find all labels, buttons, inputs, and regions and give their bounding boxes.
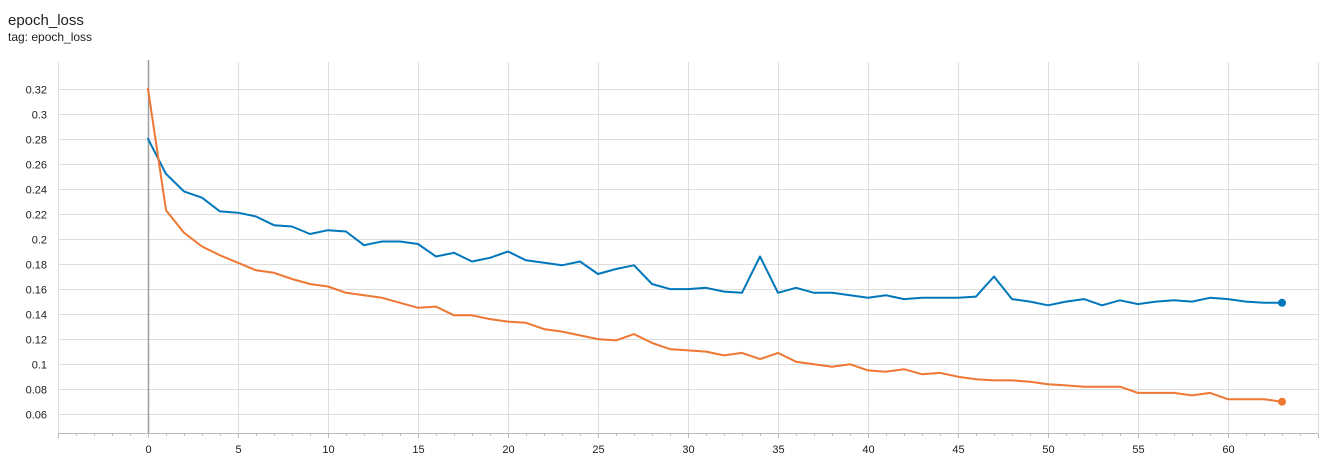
x-tick-label: 60 bbox=[1222, 444, 1234, 456]
y-tick-label: 0.06 bbox=[26, 410, 47, 422]
x-tick-label: 30 bbox=[682, 444, 694, 456]
y-tick-label: 0.14 bbox=[26, 310, 47, 322]
chart-header: epoch_loss tag: epoch_loss bbox=[8, 12, 92, 44]
x-tick-label: 35 bbox=[772, 444, 784, 456]
grid-lines bbox=[58, 62, 1319, 433]
series-line-1 bbox=[147, 87, 1283, 403]
series-end-point-0 bbox=[1278, 298, 1286, 307]
series-lines bbox=[147, 87, 1286, 406]
y-tick-label: 0.16 bbox=[26, 285, 47, 297]
x-tick-label: 0 bbox=[145, 444, 151, 456]
axes bbox=[58, 60, 1319, 438]
y-tick-label: 0.3 bbox=[32, 110, 47, 122]
x-tick-label: 55 bbox=[1132, 444, 1144, 456]
x-tick-label: 40 bbox=[862, 444, 874, 456]
tick-labels: 0.06 0.08 0.1 0.12 0.14 0.16 0.18 0.2 0.22 0.24 0.… bbox=[26, 85, 1235, 457]
x-tick-label: 20 bbox=[502, 444, 514, 456]
y-tick-label: 0.1 bbox=[32, 360, 47, 372]
x-tick-label: 5 bbox=[235, 444, 241, 456]
y-tick-label: 0.28 bbox=[26, 135, 47, 147]
x-tick-label: 50 bbox=[1042, 444, 1054, 456]
chart-tag: tag: epoch_loss bbox=[8, 30, 93, 44]
y-tick-label: 0.12 bbox=[26, 335, 47, 347]
series-line-0 bbox=[147, 137, 1283, 307]
x-tick-label: 25 bbox=[592, 444, 604, 456]
y-tick-label: 0.18 bbox=[26, 260, 47, 272]
x-tick-label: 15 bbox=[412, 444, 424, 456]
y-tick-label: 0.32 bbox=[26, 85, 47, 97]
series-end-point-1 bbox=[1278, 397, 1286, 406]
x-tick-label: 10 bbox=[322, 444, 334, 456]
y-tick-label: 0.26 bbox=[26, 160, 47, 172]
y-tick-label: 0.24 bbox=[26, 185, 47, 197]
y-tick-label: 0.08 bbox=[26, 385, 47, 397]
x-tick-label: 45 bbox=[952, 444, 964, 456]
chart-title: epoch_loss bbox=[8, 12, 84, 29]
y-tick-label: 0.2 bbox=[32, 235, 47, 247]
y-tick-label: 0.22 bbox=[26, 210, 47, 222]
